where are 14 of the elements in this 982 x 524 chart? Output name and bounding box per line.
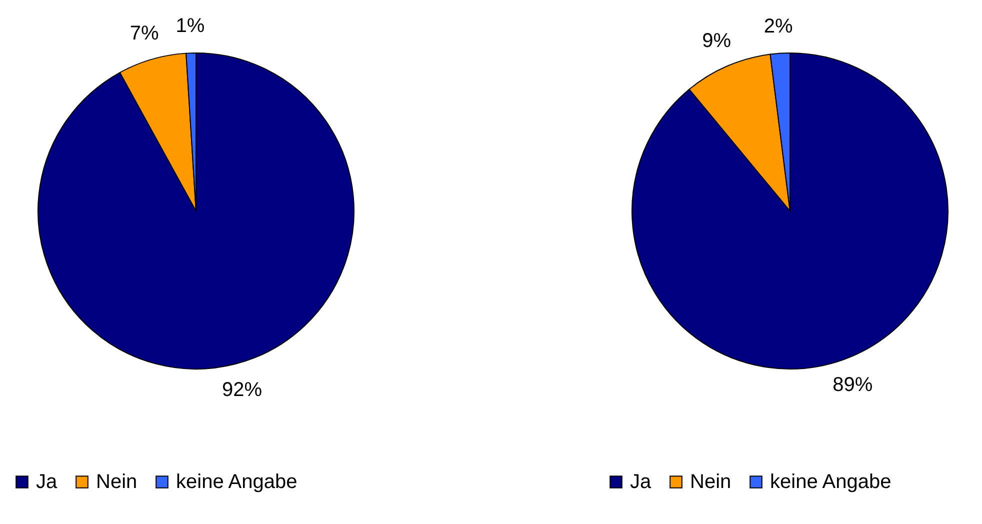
pie-slice (38, 52, 354, 370)
data-label: 7% (130, 22, 160, 44)
data-label: 89% (832, 374, 873, 396)
data-label: 2% (764, 15, 794, 38)
legend-label: keine Angabe (770, 471, 892, 493)
pie-slice (632, 52, 948, 370)
legend-label: Nein (96, 471, 138, 493)
data-label: 92% (222, 379, 262, 402)
legend-label: Ja (36, 471, 58, 493)
data-label: 1% (176, 15, 205, 38)
legend-label: Ja (630, 471, 652, 493)
data-label: 9% (702, 30, 732, 52)
legend-label: keine Angabe (176, 471, 298, 493)
legend-label: Nein (690, 471, 732, 493)
